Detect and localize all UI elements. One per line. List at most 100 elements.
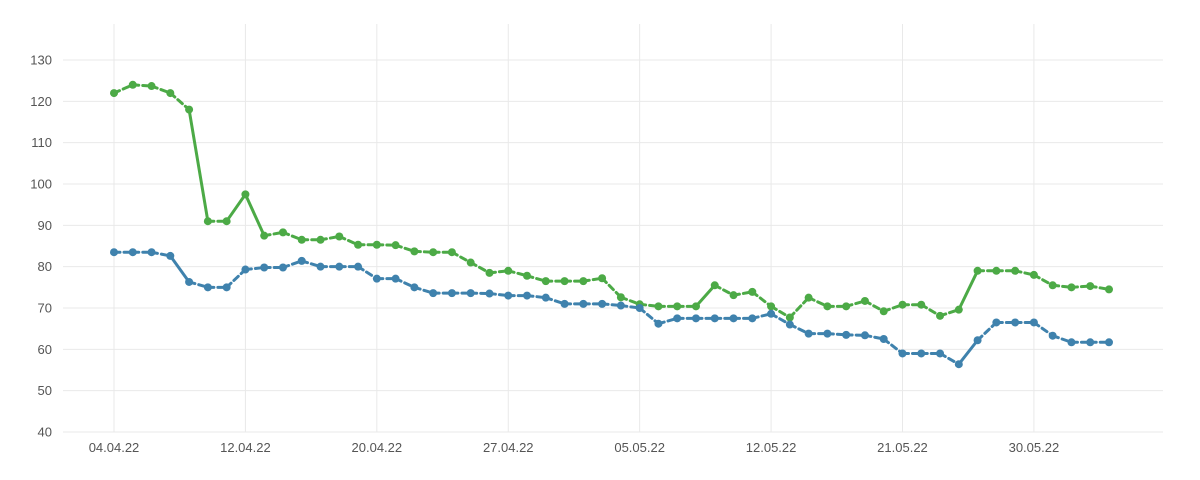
- data-point[interactable]: [185, 277, 194, 286]
- data-point[interactable]: [391, 241, 400, 250]
- data-point[interactable]: [767, 302, 776, 311]
- data-point[interactable]: [241, 190, 250, 199]
- data-point[interactable]: [523, 271, 532, 280]
- data-point[interactable]: [429, 289, 438, 298]
- data-point[interactable]: [560, 277, 569, 286]
- data-point[interactable]: [1086, 282, 1095, 291]
- data-point[interactable]: [504, 266, 513, 275]
- data-point[interactable]: [110, 248, 118, 257]
- data-point[interactable]: [278, 263, 287, 272]
- data-point[interactable]: [673, 314, 682, 323]
- data-point[interactable]: [447, 248, 456, 257]
- data-point[interactable]: [579, 277, 588, 286]
- data-point[interactable]: [222, 217, 231, 226]
- data-point[interactable]: [748, 287, 757, 296]
- data-point[interactable]: [691, 302, 700, 311]
- data-point[interactable]: [616, 293, 625, 302]
- data-point[interactable]: [128, 80, 137, 89]
- data-point[interactable]: [673, 302, 682, 311]
- data-point[interactable]: [1011, 266, 1020, 275]
- data-point[interactable]: [410, 247, 419, 256]
- data-point[interactable]: [654, 319, 663, 328]
- data-point[interactable]: [1029, 270, 1038, 279]
- data-point[interactable]: [147, 248, 156, 257]
- data-point[interactable]: [936, 311, 945, 320]
- data-point[interactable]: [523, 291, 532, 300]
- data-point[interactable]: [879, 335, 888, 343]
- data-point[interactable]: [260, 231, 269, 240]
- data-point[interactable]: [316, 262, 325, 271]
- data-point[interactable]: [992, 266, 1001, 275]
- data-point[interactable]: [842, 330, 851, 339]
- data-point[interactable]: [1105, 338, 1113, 347]
- data-point[interactable]: [785, 320, 794, 329]
- data-point[interactable]: [879, 307, 888, 316]
- data-point[interactable]: [917, 300, 926, 309]
- data-point[interactable]: [729, 314, 738, 323]
- data-point[interactable]: [785, 313, 794, 322]
- data-point[interactable]: [110, 89, 118, 98]
- data-point[interactable]: [560, 299, 569, 308]
- data-point[interactable]: [823, 329, 832, 338]
- data-point[interactable]: [185, 105, 194, 114]
- data-point[interactable]: [598, 299, 607, 308]
- data-point[interactable]: [316, 235, 325, 244]
- data-point[interactable]: [1086, 338, 1095, 347]
- data-point[interactable]: [973, 266, 982, 275]
- data-point[interactable]: [898, 300, 907, 309]
- data-point[interactable]: [654, 302, 663, 311]
- data-point[interactable]: [260, 263, 269, 272]
- data-point[interactable]: [372, 274, 381, 283]
- data-point[interactable]: [992, 318, 1001, 327]
- data-point[interactable]: [297, 235, 306, 244]
- data-point[interactable]: [767, 309, 776, 318]
- data-point[interactable]: [1048, 331, 1057, 340]
- data-point[interactable]: [335, 232, 344, 241]
- data-point[interactable]: [485, 289, 494, 298]
- data-point[interactable]: [598, 274, 607, 283]
- data-point[interactable]: [710, 314, 719, 323]
- data-point[interactable]: [222, 283, 231, 292]
- data-point[interactable]: [898, 349, 907, 358]
- data-point[interactable]: [541, 293, 550, 302]
- data-point[interactable]: [485, 268, 494, 277]
- data-point[interactable]: [504, 291, 513, 300]
- data-point[interactable]: [804, 293, 813, 302]
- data-point[interactable]: [748, 314, 757, 323]
- data-point[interactable]: [466, 258, 475, 267]
- data-point[interactable]: [447, 289, 456, 298]
- data-point[interactable]: [860, 331, 869, 340]
- data-point[interactable]: [429, 248, 438, 257]
- data-point[interactable]: [936, 349, 945, 358]
- data-point[interactable]: [278, 228, 287, 237]
- data-point[interactable]: [1067, 283, 1076, 292]
- data-point[interactable]: [297, 256, 306, 265]
- data-point[interactable]: [1029, 318, 1038, 327]
- data-point[interactable]: [710, 281, 719, 290]
- data-point[interactable]: [203, 217, 212, 226]
- data-point[interactable]: [729, 291, 738, 300]
- data-point[interactable]: [954, 360, 963, 369]
- data-point[interactable]: [1105, 285, 1113, 294]
- data-point[interactable]: [372, 240, 381, 249]
- data-point[interactable]: [391, 274, 400, 283]
- data-point[interactable]: [635, 304, 644, 312]
- data-point[interactable]: [917, 349, 926, 358]
- data-point[interactable]: [147, 82, 156, 91]
- data-point[interactable]: [860, 296, 869, 305]
- data-point[interactable]: [166, 251, 175, 260]
- data-point[interactable]: [203, 283, 212, 292]
- data-point[interactable]: [1011, 318, 1020, 327]
- data-point[interactable]: [1067, 338, 1076, 347]
- data-point[interactable]: [579, 299, 588, 308]
- data-point[interactable]: [354, 262, 363, 271]
- data-point[interactable]: [354, 240, 363, 249]
- data-point[interactable]: [541, 277, 550, 286]
- data-point[interactable]: [804, 329, 813, 338]
- data-point[interactable]: [1048, 281, 1057, 290]
- data-point[interactable]: [823, 302, 832, 311]
- data-point[interactable]: [616, 301, 625, 310]
- data-point[interactable]: [128, 248, 137, 257]
- data-point[interactable]: [691, 314, 700, 323]
- data-point[interactable]: [842, 302, 851, 311]
